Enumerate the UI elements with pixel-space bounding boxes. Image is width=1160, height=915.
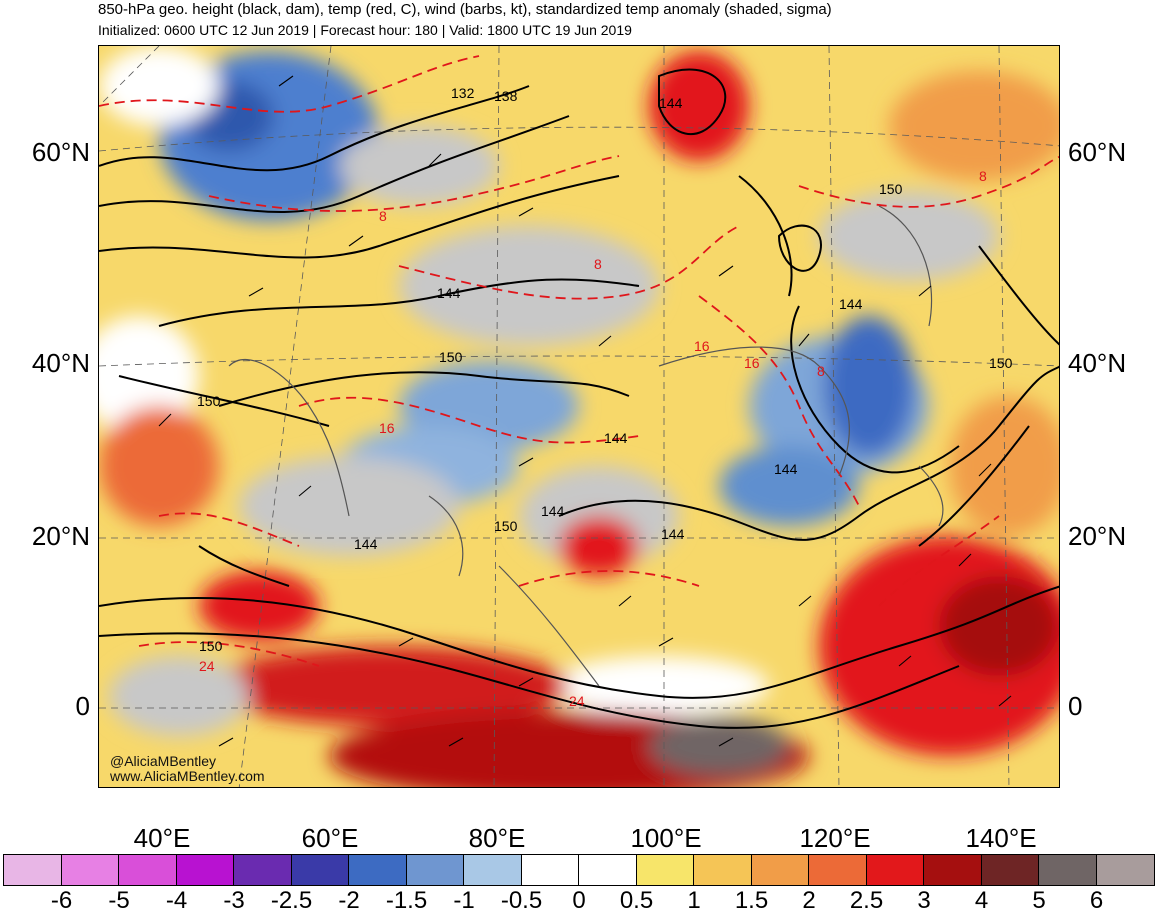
colorbar-swatch xyxy=(636,855,694,885)
contour-label: 144 xyxy=(774,461,798,477)
colorbar-swatch xyxy=(1096,855,1154,885)
contour-label: 144 xyxy=(437,285,461,301)
contour-label: 144 xyxy=(661,526,685,542)
lat-label-right: 60°N xyxy=(1068,137,1127,167)
colorbar-tick-label: 3 xyxy=(917,887,931,914)
colorbar-tick-label: 1 xyxy=(687,887,701,914)
lon-label: 140°E xyxy=(965,823,1037,853)
contour-label: 138 xyxy=(494,88,518,104)
chart-subtitle: Initialized: 0600 UTC 12 Jun 2019 | Fore… xyxy=(98,22,632,38)
lat-label-left: 40°N xyxy=(31,348,90,378)
contour-label: 150 xyxy=(494,518,518,534)
contour-label: 132 xyxy=(451,85,475,101)
lat-label-left: 20°N xyxy=(31,521,90,551)
contour-label: 150 xyxy=(199,638,223,654)
contour-label: 8 xyxy=(594,256,602,272)
colorbar-swatch xyxy=(579,855,637,885)
lat-label-left: 60°N xyxy=(31,137,90,167)
contour-label: 150 xyxy=(439,349,463,365)
colorbar-tick-label: 5 xyxy=(1032,887,1046,914)
contour-label: 8 xyxy=(379,208,387,224)
colorbar-tick-label: -2.5 xyxy=(270,887,313,914)
colorbar-swatch xyxy=(291,855,349,885)
colorbar-tick-label: 6 xyxy=(1089,887,1104,914)
anomaly-colorbar xyxy=(3,854,1155,886)
contour-label: 144 xyxy=(354,536,378,552)
contour-label: 144 xyxy=(659,95,683,111)
forecast-map: 132 138 144 150 144 150 150 144 144 144 … xyxy=(98,45,1060,788)
contour-label: 144 xyxy=(541,503,565,519)
lon-label: 80°E xyxy=(468,823,526,853)
colorbar-tick-label: 0 xyxy=(572,887,586,914)
contour-label: 150 xyxy=(879,181,903,197)
colorbar-tick-label: -5 xyxy=(108,887,130,914)
lon-label: 40°E xyxy=(133,823,191,853)
colorbar-tick-label: -2 xyxy=(338,887,360,914)
wind-barbs xyxy=(158,75,1012,747)
colorbar-swatch xyxy=(406,855,464,885)
height-contours xyxy=(99,68,1059,729)
colorbar-swatch xyxy=(119,855,177,885)
contour-label: 24 xyxy=(569,693,585,709)
graticule xyxy=(99,46,1059,787)
colorbar-tick-label: 4 xyxy=(974,887,989,914)
contour-label: 24 xyxy=(199,658,215,674)
colorbar-tick-label: 0.5 xyxy=(619,887,654,914)
colorbar-swatch xyxy=(176,855,234,885)
colorbar-tick-label: 1.5 xyxy=(734,887,769,914)
colorbar-tick-label: 2 xyxy=(802,887,816,914)
lon-label: 100°E xyxy=(630,823,702,853)
coastlines xyxy=(228,205,944,687)
colorbar-swatch xyxy=(61,855,119,885)
lat-label-right: 0 xyxy=(1068,691,1083,721)
anomaly-shading xyxy=(99,46,1059,787)
colorbar-tick-label: -4 xyxy=(165,887,188,914)
colorbar-tick-label: -1 xyxy=(453,887,475,914)
watermark-url: www.AliciaMBentley.com xyxy=(110,768,265,784)
chart-title: 850-hPa geo. height (black, dam), temp (… xyxy=(98,1,832,18)
colorbar-swatch xyxy=(981,855,1039,885)
temperature-contours xyxy=(99,55,1059,667)
colorbar-swatch xyxy=(234,855,292,885)
lat-label-right: 40°N xyxy=(1068,348,1127,378)
colorbar-tick-label: -1.5 xyxy=(385,887,428,914)
contour-label: 8 xyxy=(817,363,825,379)
colorbar-tick-label: 2.5 xyxy=(849,887,884,914)
contour-label: 150 xyxy=(989,355,1013,371)
colorbar-swatch xyxy=(521,855,579,885)
colorbar-swatch xyxy=(751,855,809,885)
contour-label: 16 xyxy=(694,338,710,354)
temp-labels: 8 8 8 16 16 8 16 24 24 xyxy=(199,168,987,709)
contour-label: 144 xyxy=(839,296,863,312)
colorbar-swatch xyxy=(4,855,62,885)
contour-label: 144 xyxy=(604,430,628,446)
colorbar-swatch xyxy=(924,855,982,885)
lon-label: 120°E xyxy=(799,823,871,853)
colorbar-swatch xyxy=(464,855,522,885)
contour-label: 150 xyxy=(197,393,221,409)
map-canvas: 132 138 144 150 144 150 150 144 144 144 … xyxy=(99,46,1059,787)
colorbar-tick-label: -3 xyxy=(223,887,245,914)
contour-label: 8 xyxy=(979,168,987,184)
colorbar-swatch xyxy=(809,855,867,885)
lon-label: 60°E xyxy=(301,823,359,853)
colorbar-swatch xyxy=(349,855,407,885)
contour-label: 16 xyxy=(379,420,395,436)
colorbar-swatch xyxy=(694,855,752,885)
colorbar-tick-label: -6 xyxy=(50,887,73,914)
colorbar-swatch xyxy=(866,855,924,885)
watermark-handle: @AliciaMBentley xyxy=(110,753,217,769)
colorbar-tick-label: -0.5 xyxy=(500,887,543,914)
contour-label: 16 xyxy=(744,355,760,371)
lat-label-right: 20°N xyxy=(1068,521,1127,551)
height-labels: 132 138 144 150 144 150 150 144 144 144 … xyxy=(197,85,1013,654)
lat-label-left: 0 xyxy=(75,691,90,721)
colorbar-swatch xyxy=(1039,855,1097,885)
